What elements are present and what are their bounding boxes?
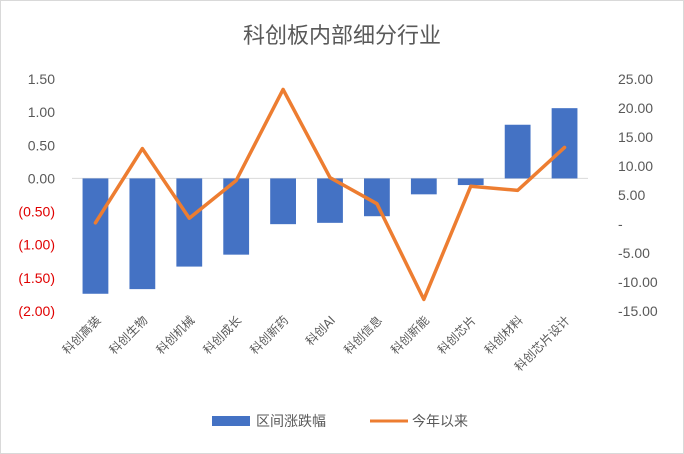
bar: [270, 178, 296, 225]
right-axis-ticks: 25.00 20.00 15.00 10.00 5.00 - -5.00 -10.00 -15.…: [618, 71, 658, 319]
bar: [129, 178, 156, 290]
category-label: 科创AI: [303, 313, 338, 348]
category-label: 科创成长: [200, 313, 244, 357]
line-point: [469, 184, 473, 188]
left-tick-label: (1.00): [18, 237, 55, 253]
right-tick-label: -10.00: [618, 274, 658, 290]
legend-swatch-bar: [212, 416, 250, 426]
category-label: 科创高装: [59, 313, 104, 358]
bar: [317, 178, 343, 223]
bar: [551, 108, 578, 179]
left-tick-label: 0.00: [28, 170, 55, 186]
bar: [176, 178, 203, 267]
right-tick-label: -: [618, 216, 623, 232]
line-point: [93, 221, 97, 225]
right-tick-label: 5.00: [618, 187, 645, 203]
right-tick-label: -15.00: [618, 303, 658, 319]
line-point: [375, 202, 379, 206]
line-point: [187, 216, 191, 220]
bar-series: [82, 108, 578, 294]
line-point: [234, 179, 238, 182]
right-tick-label: -5.00: [618, 245, 650, 261]
line-point: [516, 188, 520, 192]
legend-label-bar: 区间涨跌幅: [256, 414, 326, 430]
bar: [457, 178, 484, 186]
category-label: 科创材料: [482, 313, 526, 357]
right-tick-label: 10.00: [618, 158, 653, 174]
left-tick-label: (2.00): [18, 303, 55, 319]
line-point: [281, 87, 285, 91]
line-point: [563, 145, 567, 149]
left-tick-label: 1.00: [28, 104, 55, 120]
bar: [410, 178, 437, 195]
line-series: [93, 87, 567, 302]
category-label: 科创生物: [107, 313, 151, 357]
category-label: 科创新药: [247, 313, 292, 358]
category-label: 科创芯片: [435, 313, 479, 357]
category-label: 科创机械: [153, 313, 198, 358]
right-tick-label: 25.00: [618, 71, 653, 87]
bar: [82, 178, 109, 294]
category-label: 科创新能: [387, 313, 432, 358]
line-point: [422, 297, 426, 301]
left-axis-ticks: 1.50 1.00 0.50 0.00 (0.50) (1.00) (1.50) (2.00): [18, 71, 55, 319]
category-labels: 科创高装 科创生物 科创机械 科创成长 科创新药 科创AI 科创信息 科创新能 科创芯片 科创材料…: [59, 313, 573, 375]
chart-title: 科创板内部细分行业: [243, 24, 441, 49]
left-tick-label: (0.50): [18, 204, 55, 220]
bar: [223, 178, 250, 255]
right-tick-label: 20.00: [618, 100, 653, 116]
right-tick-label: 15.00: [618, 129, 653, 145]
left-tick-label: (1.50): [18, 270, 55, 286]
left-tick-label: 1.50: [28, 71, 55, 87]
bar: [504, 124, 531, 179]
line-point: [140, 147, 144, 151]
category-label: 科创信息: [340, 313, 385, 358]
line-point: [328, 176, 332, 180]
left-tick-label: 0.50: [28, 137, 55, 153]
legend: 区间涨跌幅 今年以来: [212, 414, 468, 430]
legend-label-line: 今年以来: [412, 414, 468, 430]
